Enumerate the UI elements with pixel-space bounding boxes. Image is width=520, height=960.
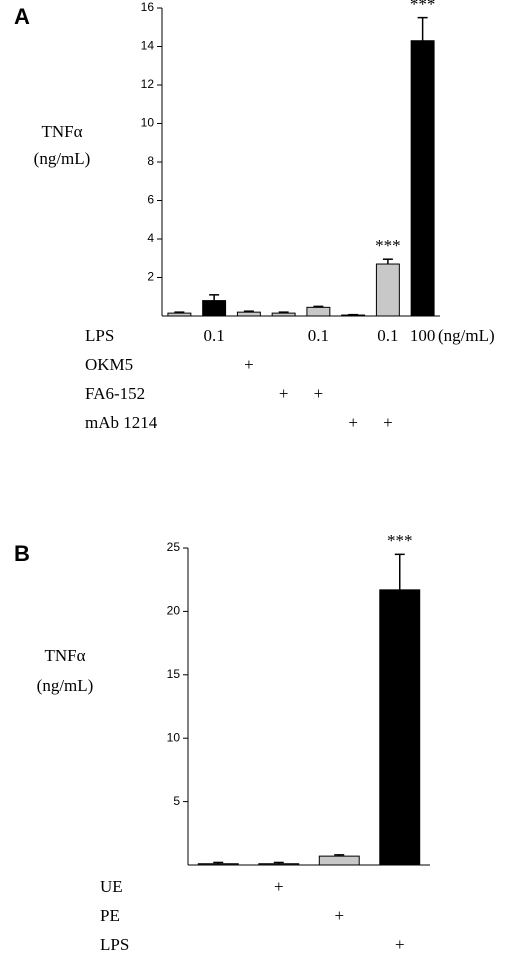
bar [258,863,300,866]
bar [236,311,261,317]
y-tick-label: 6 [147,193,154,207]
y-tick-label: 15 [167,667,181,681]
y-tick-label: 8 [147,154,154,168]
row-cell: + [274,877,284,896]
bar [306,306,331,317]
row-cell: 0.1 [377,326,398,345]
panel-label: A [14,4,30,29]
y-tick-label: 12 [141,77,155,91]
row-cell: + [334,906,344,925]
bar [202,300,227,317]
y-tick-label: 2 [147,270,154,284]
row-label: OKM5 [85,355,133,374]
y-axis-label: (ng/mL) [37,676,94,695]
bar [271,312,296,317]
row-cell: + [395,935,405,954]
row-label: UE [100,877,123,896]
row-cell: + [279,384,289,403]
y-tick-label: 10 [141,116,155,130]
row-label: LPS [100,935,129,954]
y-tick-label: 5 [173,794,180,808]
y-tick-label: 16 [141,0,155,14]
panel-label: B [14,541,30,566]
y-axis-label: TNFα [41,122,82,141]
row-cell: 0.1 [308,326,329,345]
row-cell: + [244,355,254,374]
row-cell: 100 [410,326,436,345]
y-tick-label: 10 [167,730,181,744]
bar [379,589,421,866]
y-tick-label: 14 [141,39,155,53]
y-tick-label: 4 [147,231,154,245]
row-label: FA6-152 [85,384,145,403]
bar [318,855,360,866]
y-axis-label: TNFα [44,646,85,665]
row-label: LPS [85,326,114,345]
row-cell: + [383,413,393,432]
bar [375,263,400,317]
bar [410,40,435,317]
row-cell: + [348,413,358,432]
row-cell: 0.1 [204,326,225,345]
significance-label: *** [387,531,413,550]
row-unit: (ng/mL) [438,326,495,345]
row-label: mAb 1214 [85,413,158,432]
y-axis-label: (ng/mL) [34,149,91,168]
y-tick-label: 25 [167,540,181,554]
y-tick-label: 20 [167,604,181,618]
row-cell: + [314,384,324,403]
bar [167,312,192,317]
significance-label: *** [410,0,436,14]
bar [197,863,239,866]
row-label: PE [100,906,120,925]
significance-label: *** [375,236,401,255]
